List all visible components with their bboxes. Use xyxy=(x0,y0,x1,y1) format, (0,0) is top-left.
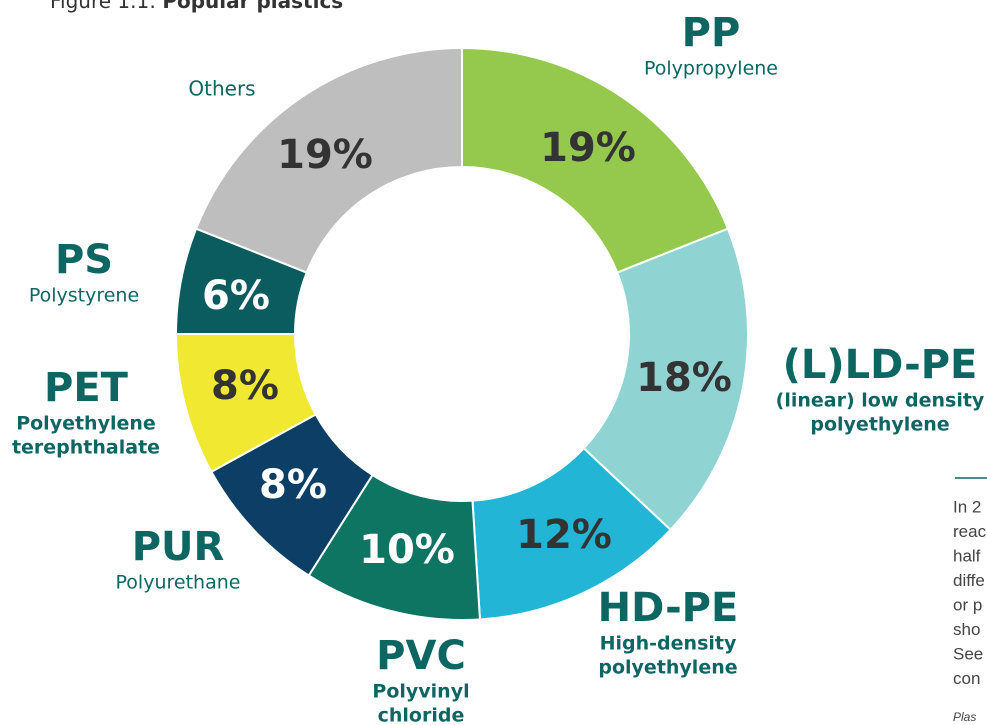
side-text: half xyxy=(953,546,981,565)
category-code: HD-PE xyxy=(598,585,739,631)
slices xyxy=(174,46,749,621)
category-description: Polyurethane xyxy=(116,572,241,594)
category-description: polyethylene xyxy=(810,414,949,436)
category-code: PUR xyxy=(132,524,225,570)
category-code: PP xyxy=(682,10,741,56)
category-description: Polyethylene xyxy=(16,413,156,435)
category-code: PET xyxy=(44,365,129,411)
category-description: (linear) low density xyxy=(776,390,985,412)
value-label: 8% xyxy=(211,363,279,409)
side-text: sho xyxy=(953,620,980,639)
side-source: Plas xyxy=(953,710,976,724)
category-label: Others xyxy=(188,77,255,101)
side-text: reac xyxy=(953,522,987,541)
side-text: or p xyxy=(953,595,982,614)
category-description: Polyvinyl xyxy=(372,681,469,703)
side-text: See xyxy=(953,644,983,663)
value-label: 8% xyxy=(259,462,327,508)
value-label: 18% xyxy=(636,355,732,401)
value-label: 12% xyxy=(516,512,612,558)
figure-label: Figure 1.1: xyxy=(50,0,156,13)
side-text: con xyxy=(953,669,980,688)
slice xyxy=(194,46,463,274)
figure-heading: Figure 1.1: Popular plastics xyxy=(50,0,343,13)
category-code: PS xyxy=(55,237,113,283)
category-description: polyethylene xyxy=(598,657,737,679)
category-description: chloride xyxy=(378,705,465,725)
value-label: 6% xyxy=(202,273,270,319)
category-description: Polystyrene xyxy=(29,285,139,307)
slice xyxy=(461,46,730,274)
value-label: 19% xyxy=(540,125,636,171)
category-description: Polypropylene xyxy=(644,58,778,80)
side-text: In 2 xyxy=(953,497,981,516)
value-label: 19% xyxy=(277,132,373,178)
category-description: terephthalate xyxy=(12,437,160,459)
category-description: High-density xyxy=(600,633,737,655)
slice xyxy=(582,227,749,532)
side-text: diffe xyxy=(953,571,985,590)
category-code: (L)LD-PE xyxy=(783,342,978,388)
chart-title: Popular plastics xyxy=(162,0,343,13)
value-label: 10% xyxy=(359,527,455,573)
category-code: PVC xyxy=(376,633,466,679)
